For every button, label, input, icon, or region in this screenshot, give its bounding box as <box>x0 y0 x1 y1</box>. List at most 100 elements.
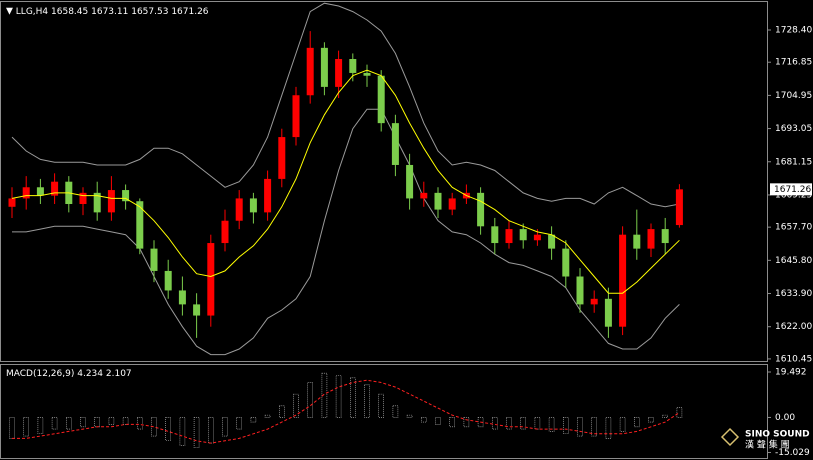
macd-bar <box>605 417 612 439</box>
candle-body <box>264 178 272 213</box>
y-tick-label: 1728.40 <box>775 26 812 36</box>
current-price: 1671.26 <box>774 185 811 195</box>
macd-bar <box>619 417 626 432</box>
candle-body <box>420 192 428 199</box>
candle-body <box>619 234 627 327</box>
candle-body <box>178 290 186 305</box>
symbol: LLG,H4 <box>16 7 49 17</box>
macd-bar <box>449 417 456 428</box>
macd-bar <box>80 417 86 428</box>
low-value: 1657.53 <box>131 7 168 17</box>
candle-body <box>249 198 257 213</box>
macd-panel <box>0 364 768 459</box>
macd-bar <box>137 417 143 430</box>
y-tick-label: 1622.00 <box>775 322 812 332</box>
macd-bar <box>520 417 527 430</box>
macd-bar <box>335 375 342 418</box>
candle-body <box>434 192 442 210</box>
macd-bar <box>250 417 257 423</box>
open-value: 1658.45 <box>51 7 88 17</box>
candle-body <box>235 198 243 221</box>
y-tick-label: 1610.45 <box>775 354 812 364</box>
candle-body <box>107 190 115 213</box>
macd-bar <box>66 417 72 430</box>
candle-body <box>8 198 16 207</box>
candle-body <box>576 276 584 305</box>
macd-bar <box>378 393 385 418</box>
candle-body <box>93 192 101 213</box>
macd-bar <box>477 417 484 428</box>
macd-bar <box>236 417 242 430</box>
macd-bar <box>222 417 228 437</box>
macd-bar <box>435 417 441 425</box>
macd-bar <box>321 372 328 418</box>
candle-body <box>391 123 399 165</box>
signal-line <box>12 379 680 444</box>
candle-body <box>562 248 570 277</box>
macd-bar <box>662 414 669 418</box>
macd-bar <box>676 407 683 418</box>
ma-line <box>11 69 680 294</box>
macd-bar <box>23 417 30 437</box>
macd-bar <box>420 417 427 423</box>
candle-body <box>221 220 229 244</box>
candle-body <box>349 59 357 73</box>
macd-bar <box>293 393 299 418</box>
watermark-chinese: 漢 聲 集 團 <box>745 439 790 451</box>
lower-line <box>12 108 680 356</box>
macd-bar <box>364 384 370 418</box>
candle-body <box>36 187 44 196</box>
candle-body <box>548 234 556 249</box>
candle-body <box>136 201 144 249</box>
macd-bar <box>37 417 44 435</box>
y-tick-label: 1681.15 <box>775 157 812 167</box>
watermark-brand: SINO SOUND <box>745 430 810 440</box>
macd-bar <box>633 417 640 428</box>
y-tick-label: 1669.25 <box>775 190 812 200</box>
y-tick-label: 1657.70 <box>775 223 812 233</box>
upper-line <box>11 2 680 208</box>
candle-body <box>122 190 130 202</box>
price-panel <box>0 1 768 362</box>
watermark: SINO SOUND 漢 聲 集 團 <box>720 427 810 451</box>
candle-body <box>193 304 201 316</box>
candle-body <box>320 47 328 87</box>
macd-bar <box>264 414 271 418</box>
macd-bar <box>51 417 58 430</box>
macd-bar <box>208 417 214 444</box>
macd-bar <box>108 417 115 425</box>
macd-bar <box>151 417 157 437</box>
macd-bar <box>463 417 470 428</box>
candle-body <box>306 47 314 96</box>
macd-header: MACD(12,26,9) 4.234 2.107 <box>6 369 132 379</box>
candle-body <box>477 192 485 227</box>
y-tick-label: 0.00 <box>775 413 795 423</box>
candle-body <box>79 192 87 205</box>
candle-body <box>590 298 598 305</box>
macd-bar <box>577 417 583 437</box>
candle-body <box>335 59 343 87</box>
candle-body <box>604 298 612 327</box>
y-tick-label: 1704.95 <box>775 91 812 101</box>
candle-body <box>164 270 172 291</box>
macd-bar <box>648 417 654 423</box>
candle-body <box>150 248 158 271</box>
candle-body <box>51 181 59 196</box>
candle-body <box>633 234 641 249</box>
candle-body <box>533 234 541 241</box>
macd-value: 4.234 <box>77 369 103 379</box>
candle-body <box>675 189 683 226</box>
y-tick-label: 1645.80 <box>775 256 812 266</box>
price-header: ▼ LLG,H4 1658.45 1673.11 1657.53 1671.26 <box>6 7 209 17</box>
macd-bar <box>591 417 598 437</box>
y-tick-label: 1716.85 <box>775 58 812 68</box>
macd-bar <box>392 405 399 418</box>
y-tick-label: 19.492 <box>775 368 807 378</box>
candle-body <box>406 164 414 199</box>
candle-body <box>22 187 30 199</box>
high-value: 1673.11 <box>91 7 128 17</box>
y-tick-label: -15.029 <box>775 448 810 458</box>
y-tick-label: 1633.90 <box>775 289 812 299</box>
